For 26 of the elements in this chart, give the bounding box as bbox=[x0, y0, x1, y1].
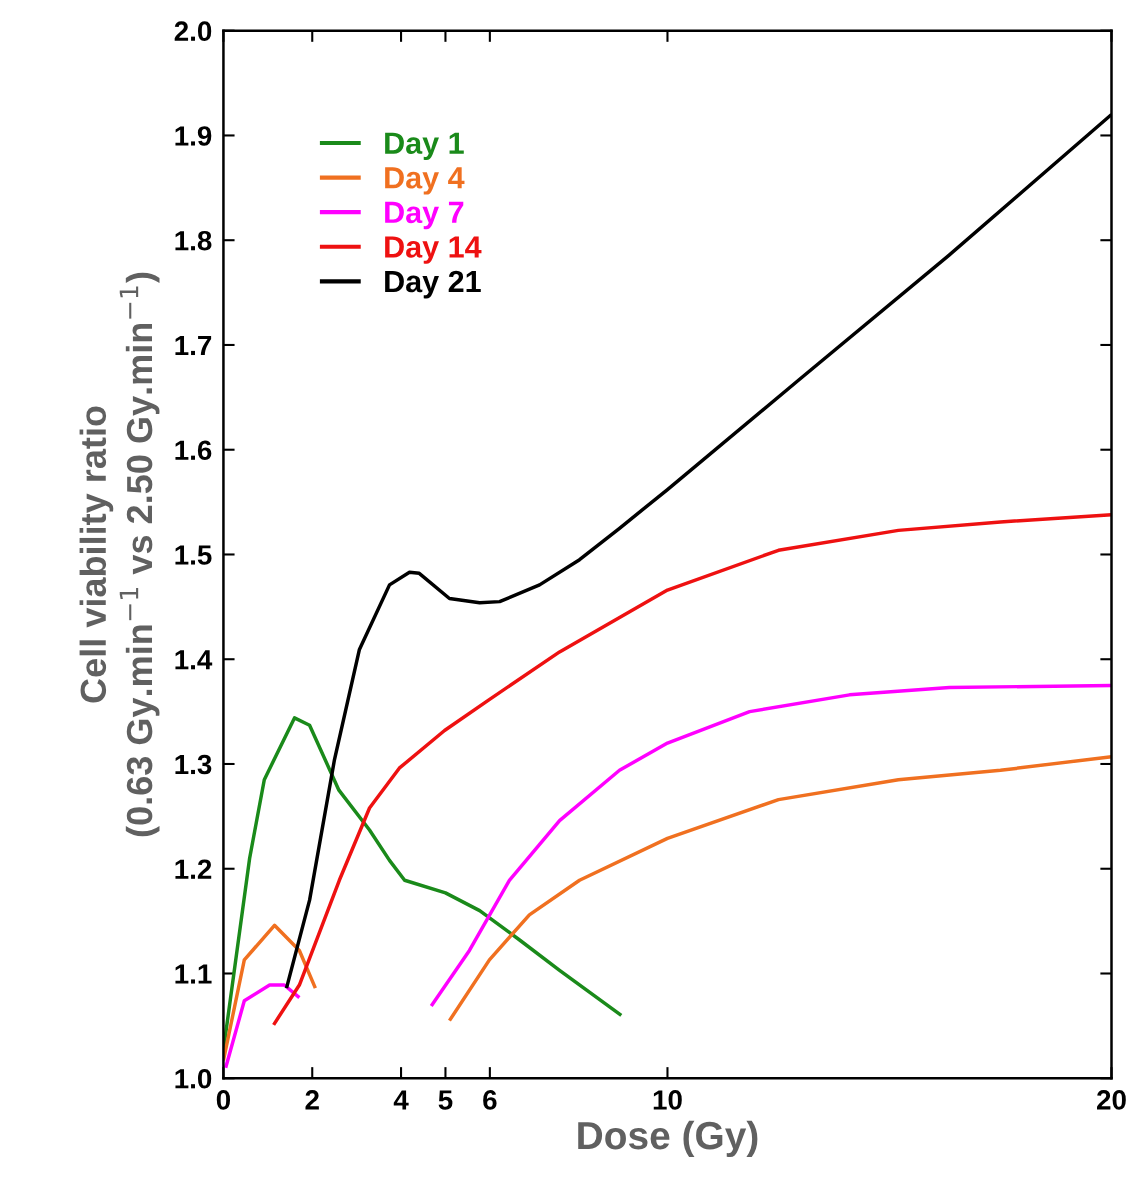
legend-label: Day 4 bbox=[385, 167, 465, 195]
y-tick-label: 1.2 bbox=[175, 859, 212, 879]
x-axis-title: Dose (Gy) bbox=[578, 1120, 758, 1158]
y-axis-title: Cell viability ratio (0.63 Gy.min$^{−1}$ vs 2.50 Gy.min$^{−1}$) bbox=[79, 272, 160, 837]
legend-label: Day 1 bbox=[385, 132, 464, 161]
y-tick-label: 1.5 bbox=[175, 545, 212, 565]
x-tick-label: 5 bbox=[438, 1090, 453, 1110]
legend-label: Day 21 bbox=[385, 270, 481, 299]
legend-label: Day 14 bbox=[385, 236, 482, 264]
y-tick-label: 1.0 bbox=[175, 1068, 212, 1089]
y-tick-label: 1.1 bbox=[175, 964, 212, 984]
y-tick-label: 1.4 bbox=[175, 650, 213, 670]
line-series bbox=[271, 512, 1112, 1027]
legend-label: Day 7 bbox=[385, 201, 464, 230]
x-tick-label: 6 bbox=[483, 1090, 497, 1110]
y-tick-label: 1.3 bbox=[175, 754, 212, 775]
x-tick-label: 2 bbox=[305, 1090, 319, 1110]
y-tick-label: 1.7 bbox=[175, 335, 212, 356]
y-tick-label: 2.0 bbox=[174, 21, 212, 42]
x-tick-label: 20 bbox=[1097, 1090, 1126, 1110]
x-tick-label: 0 bbox=[216, 1090, 231, 1110]
y-tick-label: 1.8 bbox=[175, 230, 212, 251]
x-tick-label: 10 bbox=[653, 1090, 682, 1110]
y-tick-label: 1.9 bbox=[175, 126, 212, 146]
x-tick-label: 4 bbox=[393, 1090, 409, 1110]
y-tick-label: 1.6 bbox=[175, 440, 212, 461]
